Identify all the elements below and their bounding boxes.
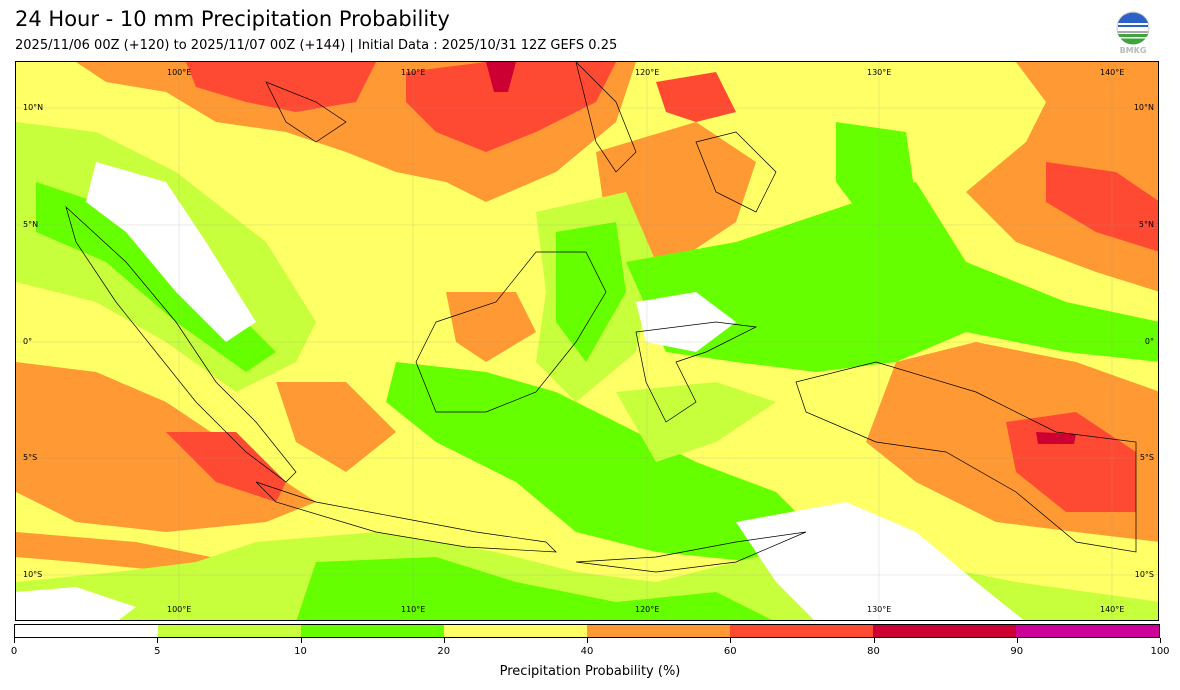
lon-label-bottom: 100°E [167,605,192,614]
lat-label-right: 10°N [1133,103,1154,112]
colorbar-segment [1016,625,1159,637]
colorbar-segment [730,625,873,637]
colorbar-segment [15,625,158,637]
lon-label: 110°E [401,68,426,77]
lon-label: 130°E [867,68,892,77]
lat-label-right: 5°S [1139,453,1154,462]
lat-label-right: 10°S [1134,570,1154,579]
coastlines [65,62,1137,573]
lon-label: 140°E [1100,68,1125,77]
colorbar-tick-label: 100 [1150,646,1170,657]
colorbar-segment [444,625,587,637]
colorbar-tick [1160,638,1161,643]
lon-label-bottom: 110°E [401,605,426,614]
colorbar-tick [1016,638,1018,643]
colorbar-tick [14,638,15,643]
lat-label: 10°N [23,103,44,112]
chart-subtitle: 2025/11/06 00Z (+120) to 2025/11/07 00Z … [15,38,618,53]
colorbar-tick [443,638,445,643]
colorbar-tick-label: 0 [10,646,18,657]
colorbar-tick [157,638,159,643]
lat-label-right: 0° [1144,337,1154,346]
lon-label: 100°E [167,68,192,77]
lon-label-bottom: 120°E [635,605,660,614]
lat-label: 5°S [23,453,38,462]
lat-label: 0° [23,337,33,346]
colorbar-segment [301,625,444,637]
colorbar-tick-label: 10 [294,646,307,657]
colorbar [14,624,1160,638]
lat-label: 10°S [23,570,43,579]
lat-label: 5°N [23,220,39,229]
colorbar-title: Precipitation Probability (%) [499,664,681,679]
lon-label-bottom: 130°E [867,605,892,614]
lon-label-bottom: 140°E [1100,605,1125,614]
colorbar-tick-label: 40 [580,646,594,657]
lat-label-right: 5°N [1138,220,1154,229]
bmkg-logo: BMKG [1114,11,1152,55]
colorbar-tick-label: 90 [1010,646,1024,657]
colorbar-segment [587,625,730,637]
colorbar-tick-label: 80 [867,646,880,657]
colorbar-tick-label: 20 [437,646,451,657]
precipitation-map: 100°E 110°E 120°E 130°E 140°E 100°E 110°… [15,61,1159,621]
colorbar-tick-label: 5 [154,646,161,657]
colorbar-tick [873,638,875,643]
colorbar-segment [158,625,301,637]
colorbar-segment [873,625,1016,637]
colorbar-tick-label: 60 [723,646,737,657]
colorbar-tick [300,638,302,643]
lon-label: 120°E [635,68,660,77]
colorbar-tick [587,638,588,643]
probability-field [16,62,1158,620]
svg-text:BMKG: BMKG [1120,46,1147,55]
chart-title: 24 Hour - 10 mm Precipitation Probabilit… [15,7,450,31]
colorbar-tick [730,638,732,643]
